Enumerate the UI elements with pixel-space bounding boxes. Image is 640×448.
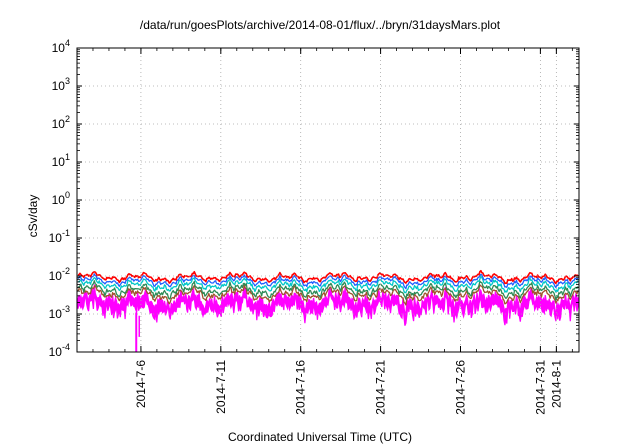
y-tick-label: 100 <box>52 190 70 207</box>
series-line <box>77 283 579 306</box>
x-tick-label: 2014-8-1 <box>549 360 563 408</box>
x-tick-label: 2014-7-6 <box>134 360 148 408</box>
y-tick-label: 103 <box>52 76 70 93</box>
series-layer <box>77 269 579 352</box>
x-tick-label: 2014-7-21 <box>374 360 388 415</box>
y-tick-label: 104 <box>52 38 70 55</box>
y-tick-label: 102 <box>52 114 70 131</box>
x-axis-title: Coordinated Universal Time (UTC) <box>227 430 413 444</box>
y-tick-label: 10-1 <box>49 228 70 245</box>
y-tick-label: 10-2 <box>49 266 70 283</box>
axis-layer: 10-4 10-3 10-2 10-1 100 101 102 103 104 2014-7-6 2… <box>49 38 580 415</box>
y-tick-label: 101 <box>52 152 70 169</box>
series-line <box>77 275 579 294</box>
x-tick-label: 2014-7-11 <box>214 360 228 414</box>
x-tick-label: 2014-7-26 <box>453 360 467 415</box>
y-tick-label: 10-3 <box>49 304 70 321</box>
grid-layer <box>77 48 579 352</box>
series-line <box>77 269 579 285</box>
chart-title: /data/run/goesPlots/archive/2014-08-01/f… <box>139 18 501 32</box>
x-tick-label: 2014-7-16 <box>294 360 308 415</box>
x-tick-label: 2014-7-31 <box>533 360 547 415</box>
series-line <box>77 280 579 301</box>
y-tick-label: 10-4 <box>49 342 70 359</box>
plot-frame <box>76 47 580 353</box>
series-line <box>77 273 579 290</box>
